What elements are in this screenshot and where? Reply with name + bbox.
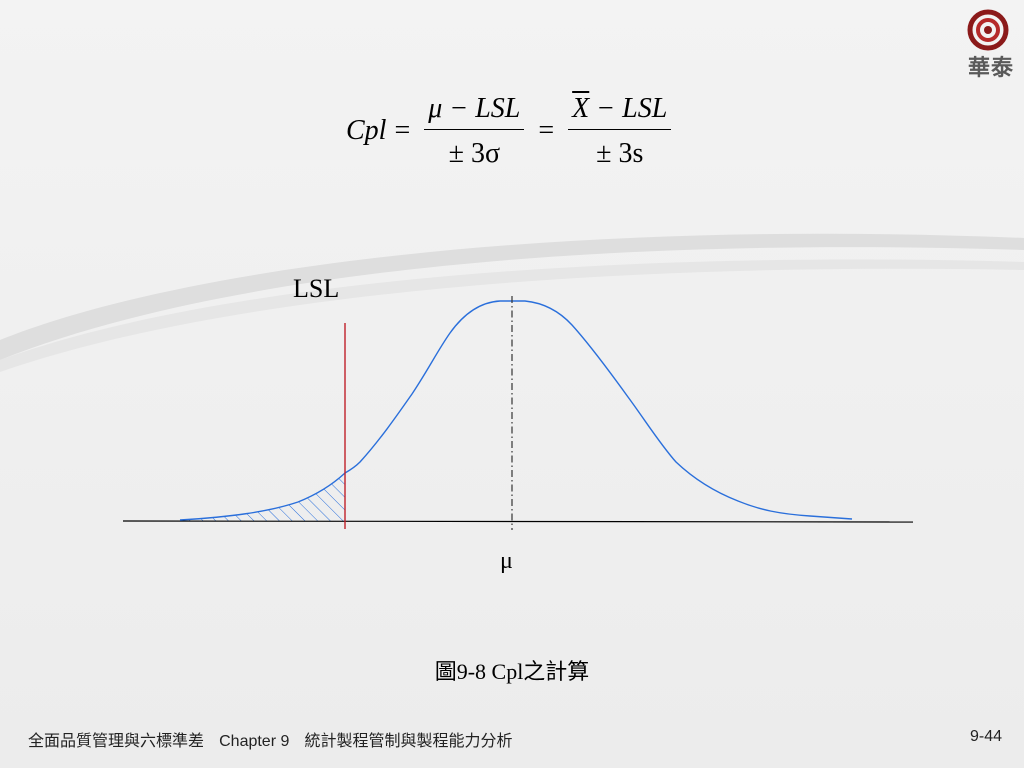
mu-label: μ	[500, 548, 513, 574]
footer: 全面品質管理與六標準差 Chapter 9 統計製程管制與製程能力分析	[28, 727, 512, 751]
fraction-sample: X − LSL ± 3s	[568, 92, 672, 170]
footer-chapter-title: 統計製程管制與製程能力分析	[304, 731, 513, 750]
footer-chapter: Chapter 9	[219, 733, 290, 750]
figure-caption: 圖9-8 Cpl之計算	[434, 659, 590, 684]
fraction-sample-numerator-rest: − LSL	[589, 92, 668, 124]
fraction-sample-numerator: X − LSL	[568, 92, 672, 130]
x-bar: X	[572, 92, 590, 124]
company-logo-text: 華泰	[967, 56, 1014, 81]
fraction-sample-denominator: ± 3s	[596, 137, 644, 169]
normal-curve	[179, 300, 853, 521]
fraction-population-numerator: μ − LSL	[424, 93, 525, 130]
formula-equals-1: =	[394, 115, 411, 146]
x-axis-line	[122, 520, 914, 523]
fraction-population: μ − LSL ± 3σ	[424, 93, 525, 170]
fraction-population-denominator: ± 3σ	[448, 137, 501, 169]
footer-book-title: 全面品質管理與六標準差	[28, 731, 205, 750]
company-logo-icon	[967, 9, 1009, 51]
formula-equals-2: =	[538, 115, 555, 146]
lsl-label: LSL	[293, 274, 340, 303]
formula-lhs: Cpl	[346, 115, 387, 146]
page-number: 9-44	[969, 728, 1002, 745]
cpl-formula: Cpl = μ − LSL ± 3σ = X − LSL ± 3s	[346, 86, 677, 176]
